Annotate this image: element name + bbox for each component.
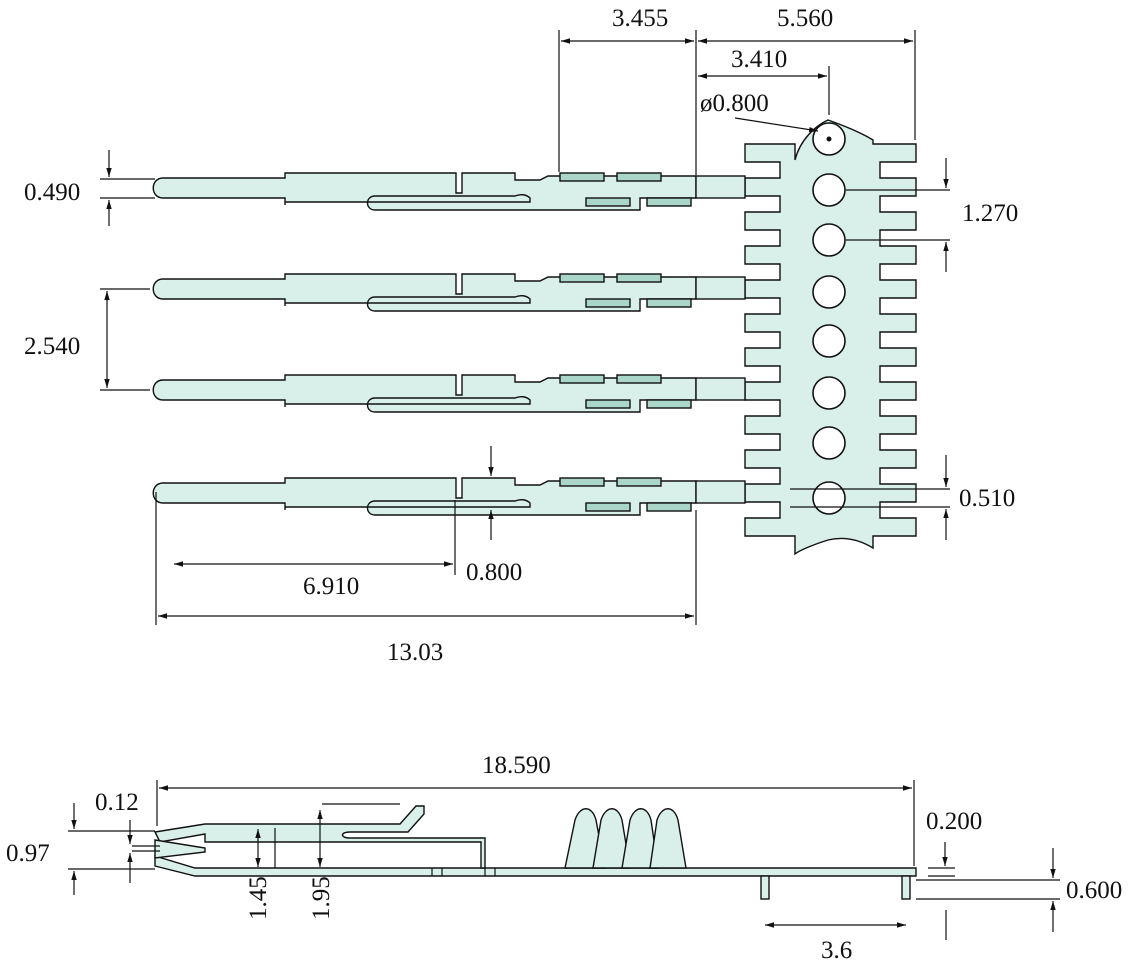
dim-label-hole-diameter: ø0.800 — [700, 90, 769, 117]
carrier-hole — [812, 173, 846, 207]
carrier-hole — [812, 481, 846, 515]
dim-label-2-540: 2.540 — [24, 333, 80, 360]
side-base-strip — [154, 855, 917, 877]
dim-lines-top-view — [100, 30, 950, 625]
dim-lines-side-view — [68, 780, 1060, 940]
pin-contact — [152, 477, 746, 516]
dim-label-3-410: 3.410 — [731, 46, 787, 73]
dim-label-1-270: 1.270 — [962, 200, 1018, 227]
carrier-hole — [812, 426, 846, 460]
hole-center-mark — [826, 136, 832, 142]
dim-label-3-455: 3.455 — [612, 5, 668, 32]
pin-contact — [152, 172, 746, 211]
dim-label-0-490: 0.490 — [24, 179, 80, 206]
side-view: 18.590 0.12 0.97 1.45 1.95 0.200 0.600 3… — [6, 752, 1122, 964]
carrier-hole — [812, 275, 846, 309]
dim-label-0-510: 0.510 — [959, 485, 1015, 512]
pin-contact — [152, 374, 746, 413]
dim-label-0-200: 0.200 — [926, 808, 982, 835]
dim-label-0-97: 0.97 — [6, 840, 50, 867]
side-contact-bumps — [564, 808, 687, 869]
side-leg — [901, 875, 911, 900]
dim-label-0-600: 0.600 — [1066, 877, 1122, 904]
dim-label-5-560: 5.560 — [777, 5, 833, 32]
top-view: 3.455 5.560 3.410 ø0.800 0.490 1.270 2.5… — [24, 5, 1018, 666]
dim-label-6-910: 6.910 — [303, 573, 359, 600]
dim-texts-top-view: 3.455 5.560 3.410 ø0.800 0.490 1.270 2.5… — [24, 5, 1018, 666]
dim-label-0-800: 0.800 — [466, 559, 522, 586]
dim-label-0-12: 0.12 — [95, 789, 139, 816]
dim-label-1-45: 1.45 — [245, 876, 272, 920]
carrier-hole — [812, 223, 846, 257]
side-lead-in — [154, 839, 206, 859]
carrier-strip — [744, 119, 917, 556]
dim-label-3-6: 3.6 — [821, 937, 852, 964]
side-leg — [760, 875, 770, 900]
carrier-hole — [812, 324, 846, 358]
pin-contact — [152, 273, 746, 312]
carrier-hole — [812, 376, 846, 410]
dim-texts-side-view: 18.590 0.12 0.97 1.45 1.95 0.200 0.600 3… — [6, 752, 1122, 964]
dim-label-1-95: 1.95 — [308, 876, 335, 920]
dim-label-13-03: 13.03 — [387, 639, 443, 666]
dim-label-18-590: 18.590 — [482, 752, 551, 779]
